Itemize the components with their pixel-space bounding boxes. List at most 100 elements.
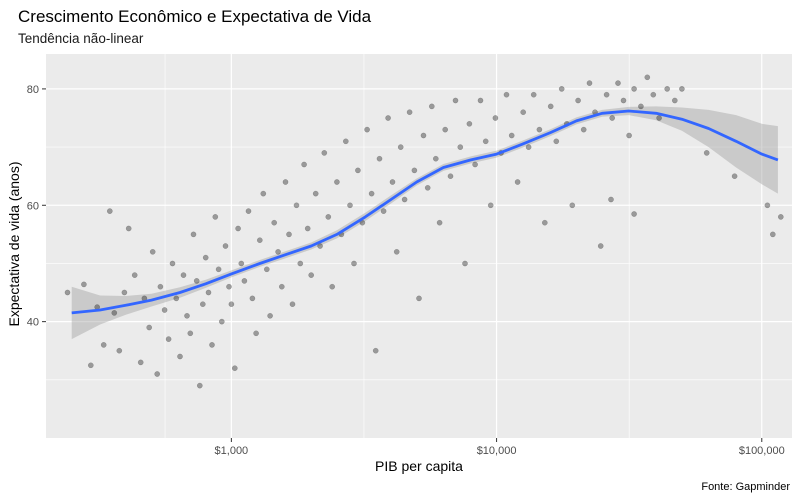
data-point-126: [638, 103, 644, 110]
data-point-130: [664, 86, 671, 92]
x-axis-title: PIB per capita: [375, 458, 463, 474]
data-point-1: [81, 281, 87, 288]
data-point-86: [424, 184, 431, 191]
data-point-131: [671, 97, 678, 104]
data-point-98: [482, 138, 489, 145]
data-point-73: [368, 190, 375, 197]
data-point-46: [260, 190, 267, 197]
data-point-48: [267, 312, 273, 319]
data-point-69: [351, 260, 357, 267]
data-point-90: [442, 126, 449, 133]
data-point-14: [149, 248, 156, 255]
data-point-40: [238, 260, 245, 267]
chart-subtitle: Tendência não-linear: [18, 31, 144, 46]
data-point-44: [253, 330, 259, 337]
data-point-39: [235, 225, 241, 232]
data-point-38: [231, 365, 238, 372]
data-point-103: [508, 132, 515, 139]
data-point-31: [209, 342, 215, 348]
trend-line: [71, 109, 779, 315]
x-tick-label-2: $100,000: [739, 445, 785, 457]
data-point-85: [420, 132, 427, 139]
data-point-91: [447, 173, 454, 180]
data-point-106: [525, 144, 532, 150]
data-point-109: [541, 219, 548, 226]
data-point-79: [393, 248, 400, 255]
data-point-135: [764, 202, 771, 209]
data-point-115: [575, 97, 581, 104]
caption-source: Fonte: Gapminder: [701, 481, 790, 493]
data-point-53: [286, 231, 292, 238]
data-point-62: [321, 150, 328, 156]
data-point-6: [111, 310, 118, 316]
data-point-7: [116, 347, 123, 354]
data-point-56: [297, 260, 304, 267]
data-point-87: [428, 103, 435, 110]
plot-panel: [46, 54, 792, 438]
data-point-15: [154, 371, 161, 377]
data-point-28: [199, 301, 206, 308]
data-point-123: [620, 97, 627, 104]
data-point-5: [106, 208, 113, 214]
data-point-25: [190, 231, 197, 238]
data-point-119: [597, 243, 604, 249]
data-point-20: [173, 295, 180, 302]
data-point-2: [87, 362, 94, 369]
data-point-127: [644, 74, 651, 81]
y-axis-title: Expectativa de vida (anos): [6, 162, 22, 327]
data-point-24: [187, 330, 194, 337]
data-point-65: [334, 179, 340, 185]
data-point-129: [656, 115, 662, 121]
data-point-82: [406, 109, 413, 116]
data-point-11: [137, 359, 144, 366]
data-point-124: [626, 132, 632, 139]
data-point-0: [64, 289, 71, 296]
data-point-33: [215, 266, 222, 273]
data-point-51: [278, 283, 285, 290]
data-point-94: [462, 260, 468, 267]
y-tick-label-0: 40: [27, 317, 39, 329]
data-point-97: [477, 97, 484, 104]
data-point-55: [293, 202, 300, 209]
data-point-77: [385, 115, 391, 121]
data-point-72: [364, 126, 370, 133]
x-axis: $1,000 $10,000 $100,000: [215, 438, 785, 457]
data-point-34: [218, 318, 225, 325]
data-point-19: [169, 260, 176, 267]
data-point-134: [731, 173, 738, 180]
x-tick-label-1: $10,000: [477, 445, 517, 457]
data-point-83: [411, 167, 418, 174]
data-point-30: [205, 289, 212, 296]
data-point-74: [372, 347, 379, 354]
data-point-139: [631, 211, 637, 217]
data-point-93: [457, 144, 464, 150]
data-point-105: [520, 109, 527, 116]
data-point-117: [586, 80, 593, 86]
chart-title: Crescimento Econômico e Expectativa de V…: [18, 7, 372, 26]
data-point-137: [777, 214, 784, 220]
minor-grid: [46, 54, 792, 438]
data-point-10: [131, 272, 138, 278]
data-point-17: [161, 307, 168, 313]
data-point-125: [631, 86, 637, 92]
data-point-37: [228, 301, 235, 308]
data-point-36: [226, 283, 232, 290]
data-point-57: [301, 161, 307, 168]
data-point-78: [389, 179, 396, 185]
data-point-54: [289, 301, 296, 308]
data-point-32: [212, 214, 219, 220]
data-point-59: [308, 272, 315, 278]
data-point-4: [100, 342, 107, 348]
data-point-99: [487, 202, 494, 209]
data-point-84: [416, 295, 422, 302]
data-point-95: [466, 120, 473, 127]
data-point-114: [569, 202, 576, 209]
confidence-band-layer: [71, 106, 778, 340]
data-point-35: [222, 243, 229, 249]
data-point-104: [514, 179, 521, 185]
data-point-67: [342, 138, 349, 145]
data-point-23: [184, 312, 190, 319]
data-point-27: [196, 382, 203, 389]
data-point-13: [146, 324, 153, 331]
data-point-63: [325, 214, 332, 220]
